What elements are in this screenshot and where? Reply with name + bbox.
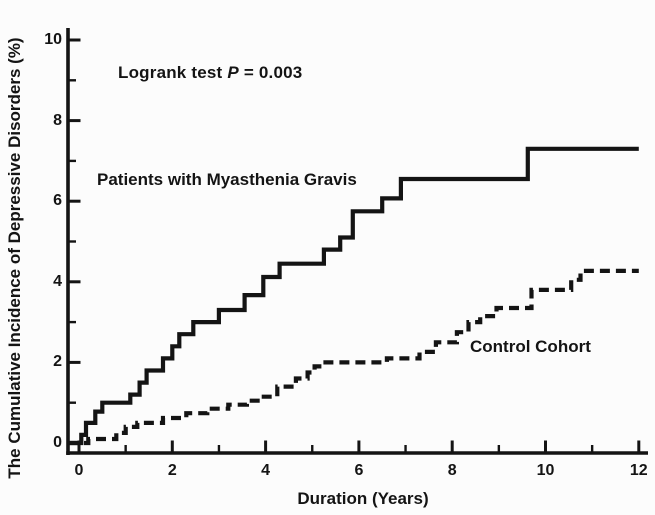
y-tick-label: 10 <box>44 31 62 48</box>
y-axis-title: The Cumulative Incidence of Depressive D… <box>5 37 25 479</box>
y-tick-label: 8 <box>53 111 62 129</box>
y-tick-label: 4 <box>53 272 62 290</box>
y-tick-label: 0 <box>53 434 62 451</box>
control-curve <box>68 268 639 446</box>
logrank-annotation: Logrank test P = 0.003 <box>118 63 302 83</box>
logrank-value: = 0.003 <box>238 63 303 82</box>
x-tick-label: 2 <box>167 462 177 479</box>
mg-series-label: Patients with Myasthenia Gravis <box>97 170 357 189</box>
x-tick-label: 0 <box>74 462 84 479</box>
x-tick-label: 8 <box>447 462 457 479</box>
x-tick-label: 10 <box>536 462 555 479</box>
y-tick-label: 6 <box>53 192 62 210</box>
logrank-p-symbol: P <box>227 63 239 82</box>
y-tick-label: 2 <box>53 353 62 371</box>
logrank-prefix: Logrank test <box>118 63 228 82</box>
control-series-label: Control Cohort <box>470 337 591 356</box>
x-tick-label: 6 <box>354 462 364 479</box>
x-tick-label: 4 <box>261 462 271 479</box>
mg-curve <box>68 146 639 446</box>
x-axis-title: Duration (Years) <box>297 489 429 508</box>
x-tick-label: 12 <box>629 462 648 479</box>
